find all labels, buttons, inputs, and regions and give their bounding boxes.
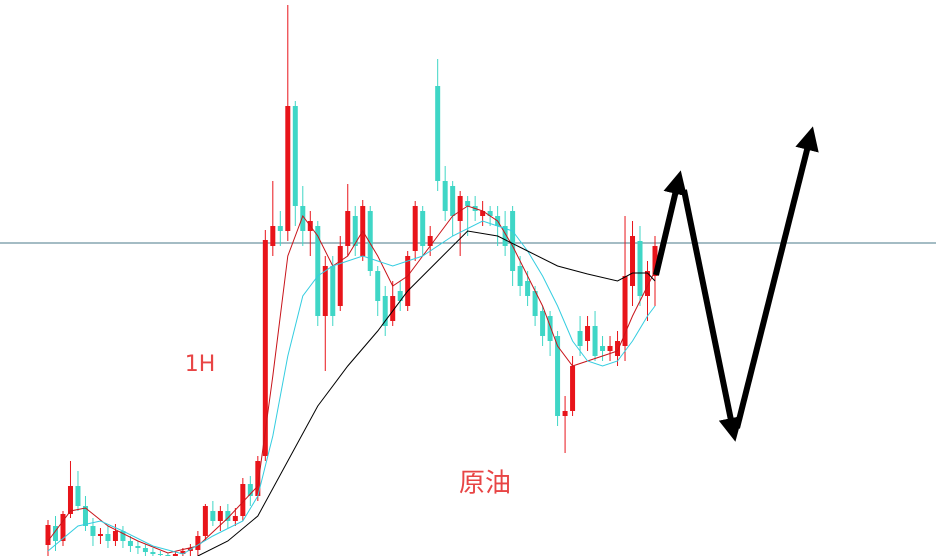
candle-body <box>180 551 186 554</box>
candle-body <box>300 206 306 231</box>
candle-body <box>615 341 621 356</box>
candle-body <box>337 246 343 306</box>
candle-body <box>277 226 283 231</box>
candle-body <box>420 211 426 246</box>
candle-body <box>397 291 403 301</box>
candle-body <box>457 196 463 221</box>
candle-body <box>562 411 568 416</box>
candle-body <box>592 326 598 356</box>
moving-average-line <box>197 230 656 556</box>
candle-body <box>442 181 448 211</box>
candle-body <box>465 201 471 206</box>
candle-body <box>142 548 148 552</box>
candle-body <box>315 226 321 316</box>
candle-body <box>517 266 523 286</box>
candle-body <box>345 211 351 246</box>
candle-body <box>210 511 216 521</box>
timeframe-label: 1H <box>185 352 216 377</box>
candle-body <box>555 336 561 416</box>
candle-body <box>412 206 418 251</box>
candle-body <box>60 514 66 541</box>
candle-body <box>195 536 201 550</box>
candle-body <box>645 271 651 296</box>
moving-average-line <box>47 220 656 555</box>
candle-body <box>480 211 486 216</box>
candle-body <box>375 271 381 301</box>
candle-body <box>262 240 268 456</box>
candle-body <box>217 511 223 521</box>
candle-body <box>330 266 336 316</box>
candle-body <box>390 296 396 321</box>
candle-body <box>97 534 103 536</box>
candle-body <box>202 506 208 536</box>
candle-body <box>232 516 238 521</box>
candle-body <box>82 506 88 526</box>
candle-body <box>285 106 291 231</box>
candle-body <box>150 552 156 554</box>
candle-body <box>52 526 58 541</box>
candle-body <box>382 296 388 326</box>
candle-body <box>255 461 261 496</box>
candle-body <box>367 211 373 271</box>
candle-body <box>607 346 613 351</box>
candle-body <box>105 534 111 541</box>
instrument-label: 原油 <box>459 469 511 499</box>
candle-body <box>630 236 636 286</box>
candle-body <box>247 484 253 496</box>
candle-body <box>405 256 411 306</box>
candle-body <box>67 486 73 514</box>
candle-body <box>172 554 178 556</box>
moving-average-line <box>47 205 656 554</box>
forecast-arrows <box>653 126 819 442</box>
candle-body <box>225 511 231 521</box>
candle-body <box>585 326 591 341</box>
candle-body <box>427 236 433 246</box>
candle-body <box>240 484 246 516</box>
candle-body <box>600 346 606 351</box>
candle-body <box>435 86 441 181</box>
candle-body <box>157 554 163 555</box>
candle-body <box>510 211 516 271</box>
candle-body <box>652 246 658 276</box>
candle-body <box>502 226 508 246</box>
candle-body <box>90 526 96 536</box>
candle-body <box>540 311 546 336</box>
candle-body <box>322 266 328 316</box>
arrow <box>681 189 743 442</box>
candle-body <box>450 186 456 216</box>
candle-body <box>112 531 118 541</box>
candle-body <box>135 546 141 548</box>
arrow <box>734 126 819 429</box>
candle-body <box>532 291 538 316</box>
candle-body <box>352 216 358 246</box>
candle-body <box>292 106 298 206</box>
candle-body <box>570 366 576 411</box>
candle-body <box>577 331 583 346</box>
arrow <box>653 170 687 276</box>
candle-body <box>622 276 628 346</box>
plot-area <box>0 5 936 556</box>
candle-body <box>637 241 643 296</box>
candle-body <box>75 486 81 506</box>
candle-body <box>525 281 531 296</box>
candle-body <box>270 226 276 246</box>
candle-body <box>487 211 493 216</box>
candle-body <box>127 541 133 546</box>
candle-body <box>547 316 553 341</box>
candle-body <box>120 531 126 541</box>
candle-body <box>45 525 51 545</box>
